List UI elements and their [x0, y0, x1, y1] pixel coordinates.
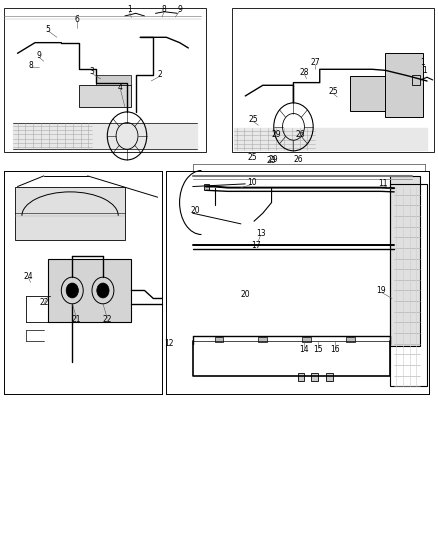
- Text: 1: 1: [420, 59, 425, 67]
- Text: 15: 15: [313, 345, 323, 354]
- Text: 5: 5: [46, 25, 51, 34]
- Text: 9: 9: [37, 52, 42, 60]
- Text: 14: 14: [299, 345, 308, 354]
- Bar: [4, 8, 206, 152]
- Bar: [385, 53, 423, 117]
- Text: 22: 22: [39, 298, 49, 307]
- Text: 25: 25: [247, 153, 257, 161]
- Bar: [390, 185, 395, 195]
- Bar: [232, 8, 434, 152]
- Polygon shape: [13, 123, 197, 149]
- Circle shape: [66, 283, 78, 298]
- Bar: [96, 75, 131, 85]
- Bar: [298, 373, 304, 381]
- Text: 22: 22: [102, 316, 112, 324]
- Bar: [204, 184, 209, 190]
- Text: 10: 10: [247, 179, 257, 187]
- Text: 3: 3: [89, 68, 95, 76]
- Bar: [390, 176, 420, 346]
- Bar: [311, 373, 318, 381]
- Text: 19: 19: [376, 286, 386, 295]
- Bar: [412, 75, 420, 85]
- Text: 24: 24: [24, 272, 33, 280]
- Text: 16: 16: [330, 345, 340, 354]
- Text: 8: 8: [162, 5, 166, 14]
- Text: 12: 12: [164, 340, 173, 348]
- Bar: [48, 259, 131, 322]
- Text: 20: 20: [240, 290, 250, 299]
- Text: 1: 1: [127, 5, 131, 14]
- Bar: [15, 187, 125, 240]
- Text: 13: 13: [256, 229, 265, 238]
- Text: 4: 4: [118, 84, 123, 92]
- Text: 2: 2: [158, 70, 162, 79]
- Text: 21: 21: [72, 316, 81, 324]
- Bar: [350, 76, 394, 111]
- Text: 25: 25: [328, 87, 338, 96]
- Bar: [79, 85, 131, 107]
- Text: 8: 8: [28, 61, 33, 69]
- Text: 6: 6: [74, 15, 79, 24]
- Circle shape: [97, 283, 109, 298]
- Bar: [326, 373, 333, 381]
- Bar: [215, 337, 223, 342]
- Text: 20: 20: [190, 206, 200, 215]
- Bar: [390, 184, 427, 386]
- Bar: [346, 337, 355, 342]
- Text: 1: 1: [423, 67, 427, 75]
- Text: 29: 29: [271, 130, 281, 139]
- Text: 27: 27: [311, 59, 320, 67]
- Text: 17: 17: [251, 241, 261, 249]
- Text: 26: 26: [294, 156, 304, 164]
- Bar: [302, 337, 311, 342]
- Text: 11: 11: [378, 180, 388, 188]
- Text: 29: 29: [269, 156, 279, 164]
- Text: 28: 28: [300, 68, 309, 77]
- Text: 9: 9: [177, 5, 182, 14]
- Bar: [258, 337, 267, 342]
- Polygon shape: [234, 128, 427, 150]
- Text: 25: 25: [248, 116, 258, 124]
- Text: 26: 26: [295, 130, 305, 139]
- Text: 23: 23: [267, 157, 276, 165]
